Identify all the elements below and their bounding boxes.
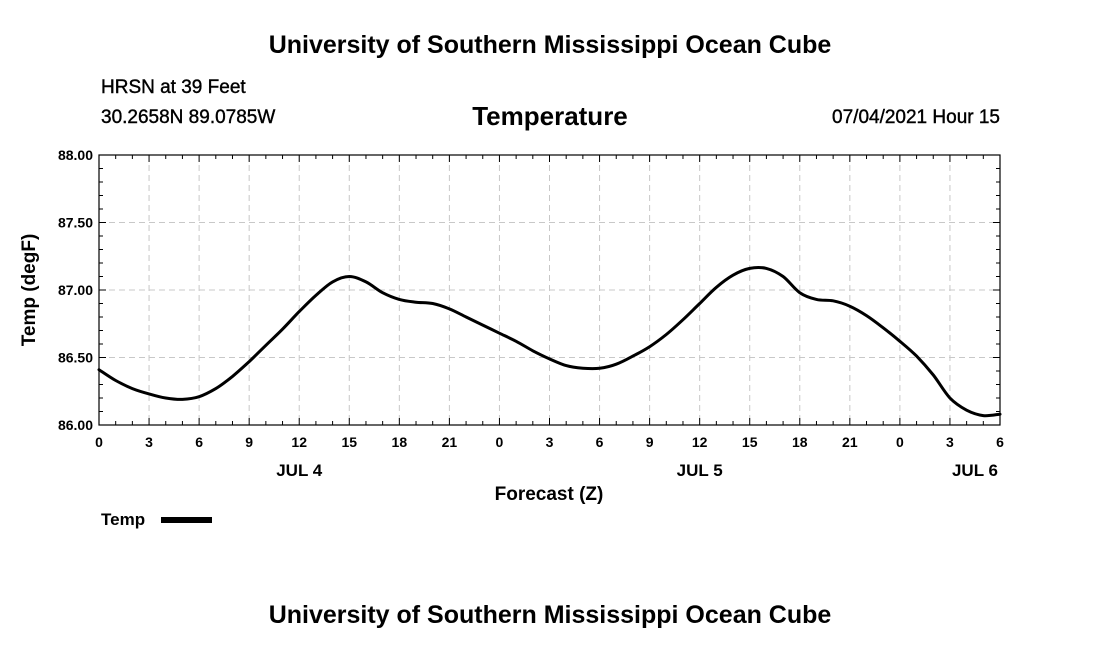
- date-label: JUL 5: [677, 461, 723, 480]
- tick-labels: 0 3 6 9 12 15 18 21 0 3 6 9 12 15 18 21 0 3 6 86.00 86.50 87.…: [58, 147, 1004, 480]
- x-tick-label: 15: [742, 434, 758, 450]
- footer-title: University of Southern Mississippi Ocean…: [268, 601, 832, 629]
- x-tick-label: 21: [842, 434, 858, 450]
- plot-frame: [98, 154, 1001, 426]
- x-tick-label: 0: [896, 434, 904, 450]
- y-tick-label: 87.00: [58, 282, 93, 298]
- y-tick-label: 88.00: [58, 147, 93, 163]
- x-tick-label: 3: [145, 434, 153, 450]
- x-tick-label: 9: [646, 434, 654, 450]
- x-tick-label: 6: [596, 434, 604, 450]
- x-tick-label: 9: [245, 434, 253, 450]
- x-tick-label: 0: [95, 434, 103, 450]
- x-tick-label: 18: [792, 434, 808, 450]
- series-layer: [97, 266, 1002, 418]
- date-label: JUL 4: [276, 461, 323, 480]
- y-tick-label: 87.50: [58, 215, 93, 231]
- y-tick-label: 86.50: [58, 350, 93, 366]
- x-tick-label: 6: [996, 434, 1004, 450]
- x-tick-label: 3: [546, 434, 554, 450]
- x-axis-label: Forecast (Z): [495, 484, 604, 505]
- x-tick-label: 12: [291, 434, 307, 450]
- axis-ticks: [98, 154, 1001, 426]
- station-label: HRSN at 39 Feet: [101, 77, 246, 98]
- grid-lines: [99, 155, 1000, 425]
- x-tick-label: 6: [195, 434, 203, 450]
- x-tick-label: 3: [946, 434, 954, 450]
- legend-label-temp: Temp: [101, 510, 145, 529]
- x-tick-label: 0: [496, 434, 504, 450]
- header-title: University of Southern Mississippi Ocean…: [268, 31, 832, 59]
- y-tick-label: 86.00: [58, 417, 93, 433]
- forecast-datetime: 07/04/2021 Hour 15: [832, 107, 1000, 128]
- date-label: JUL 6: [952, 461, 998, 480]
- x-tick-label: 18: [392, 434, 408, 450]
- legend: Temp: [101, 510, 212, 529]
- variable-title: Temperature: [472, 101, 628, 131]
- y-axis-label: Temp (degF): [19, 234, 40, 347]
- station-coordinates: 30.2658N 89.0785W: [101, 107, 276, 128]
- x-tick-label: 21: [442, 434, 458, 450]
- x-tick-label: 15: [341, 434, 357, 450]
- x-tick-label: 12: [692, 434, 708, 450]
- series-line-temp: [97, 266, 1002, 418]
